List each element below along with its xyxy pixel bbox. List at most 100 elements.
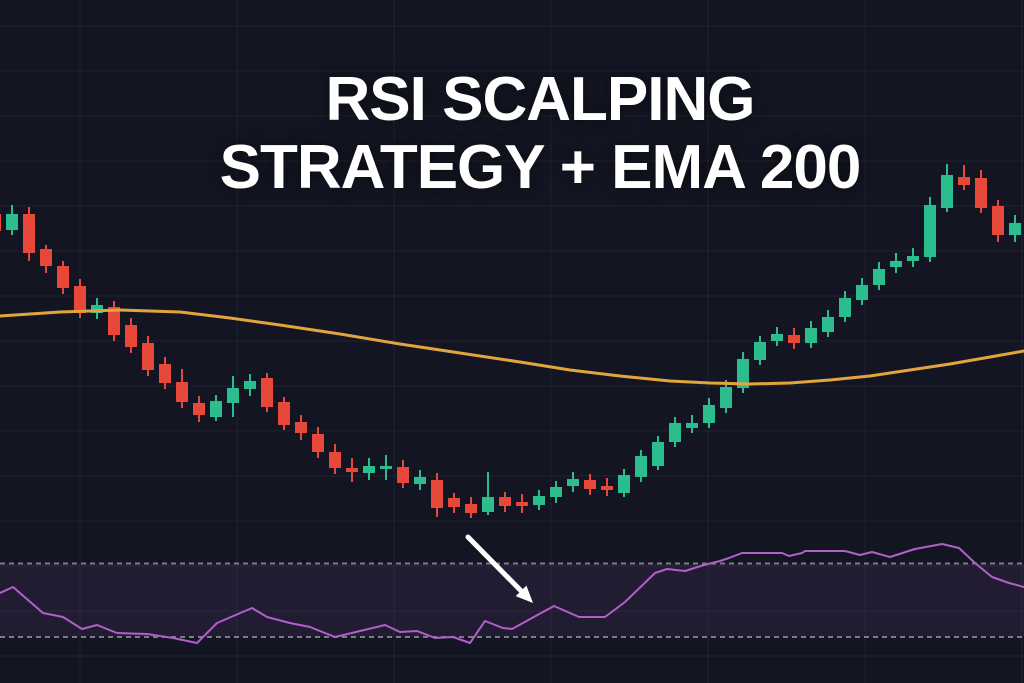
candle-down xyxy=(584,474,596,495)
candle-down xyxy=(108,301,120,341)
candle-body xyxy=(142,343,154,370)
candle-down xyxy=(278,397,290,430)
candle-body xyxy=(414,477,426,484)
title-line-2: STRATEGY + EMA 200 xyxy=(219,133,862,202)
arrow-shaft xyxy=(465,534,524,594)
candle-body xyxy=(975,178,987,208)
candle-up xyxy=(703,398,715,428)
candle-up xyxy=(754,336,766,365)
candle-body xyxy=(210,401,222,417)
rsi-band xyxy=(0,563,1024,637)
candle-body xyxy=(839,298,851,317)
candle-up xyxy=(414,470,426,490)
candle-up xyxy=(6,205,18,235)
candle-body xyxy=(278,402,290,425)
candle-body xyxy=(193,403,205,415)
candle-body xyxy=(40,249,52,266)
candle-down xyxy=(57,261,69,294)
candle-body xyxy=(635,456,647,477)
candle-body xyxy=(703,405,715,423)
candle-down xyxy=(40,245,52,273)
candle-body xyxy=(176,382,188,402)
candle-body xyxy=(907,256,919,261)
candle-down xyxy=(261,373,273,412)
candle-up xyxy=(533,490,545,510)
candle-down xyxy=(193,396,205,422)
candle-body xyxy=(550,487,562,497)
candle-body xyxy=(822,317,834,332)
candle-up xyxy=(890,253,902,273)
candle-up xyxy=(380,455,392,480)
candle-body xyxy=(737,359,749,388)
candle-body xyxy=(380,466,392,469)
candle-body xyxy=(159,364,171,383)
candle-down xyxy=(312,427,324,458)
candle-up xyxy=(550,481,562,503)
candle-body xyxy=(771,334,783,341)
candle-up xyxy=(873,262,885,290)
candle-body xyxy=(924,205,936,257)
candle-up xyxy=(924,197,936,262)
candle-body xyxy=(499,497,511,506)
candle-up xyxy=(363,458,375,480)
candle-body xyxy=(482,497,494,512)
candle-body xyxy=(91,305,103,313)
candle-body xyxy=(312,434,324,452)
candle-up xyxy=(856,278,868,305)
candle-body xyxy=(431,480,443,508)
candle-body xyxy=(57,266,69,288)
candle-up xyxy=(244,374,256,396)
candle-body xyxy=(533,496,545,505)
candle-up xyxy=(227,376,239,417)
candle-down xyxy=(992,200,1004,242)
candle-up xyxy=(805,321,817,348)
candle-down xyxy=(346,458,358,482)
candle-body xyxy=(992,206,1004,235)
candle-up xyxy=(720,380,732,413)
candle-down xyxy=(431,473,443,517)
candle-up xyxy=(618,469,630,497)
candle-down xyxy=(601,478,613,496)
candle-body xyxy=(958,177,970,185)
candle-down xyxy=(975,170,987,213)
candle-body xyxy=(890,261,902,267)
candle-up xyxy=(669,417,681,447)
candle-body xyxy=(856,285,868,300)
candle-down xyxy=(125,318,137,353)
candle-body xyxy=(346,468,358,472)
candle-body xyxy=(805,328,817,343)
candle-body xyxy=(618,475,630,493)
candle-up xyxy=(839,291,851,322)
candle-up xyxy=(1009,215,1021,242)
candle-body xyxy=(873,269,885,285)
candle-down xyxy=(958,165,970,190)
rsi-line xyxy=(0,543,1024,644)
candle-body xyxy=(261,378,273,407)
candle-up xyxy=(635,450,647,482)
annotation-arrow xyxy=(465,534,533,603)
candle-down xyxy=(516,494,528,513)
candle-up xyxy=(941,164,953,212)
page-title: RSI SCALPING STRATEGY + EMA 200 xyxy=(140,66,940,202)
candle-up xyxy=(686,415,698,433)
candle-body xyxy=(601,486,613,490)
candle-body xyxy=(567,479,579,486)
candle-body xyxy=(686,423,698,428)
candle-down xyxy=(499,492,511,512)
candle-body xyxy=(754,342,766,360)
candle-body xyxy=(227,388,239,403)
candle-body xyxy=(0,214,1,231)
candle-down xyxy=(329,444,341,474)
ema-200-line xyxy=(0,308,1024,386)
title-line-1: RSI SCALPING xyxy=(325,65,756,134)
candle-up xyxy=(771,327,783,346)
candle-down xyxy=(397,460,409,488)
candle-up xyxy=(210,395,222,421)
candle-body xyxy=(363,466,375,473)
candle-body xyxy=(23,214,35,253)
candle-body xyxy=(448,498,460,507)
